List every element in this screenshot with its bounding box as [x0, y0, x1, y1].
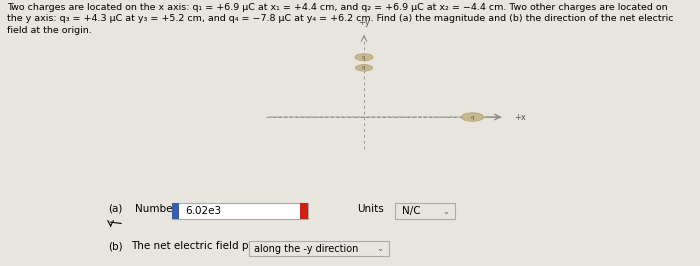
Text: q: q — [471, 115, 475, 119]
Text: 6.02e3: 6.02e3 — [185, 206, 221, 217]
Text: (b): (b) — [108, 241, 123, 251]
Text: Units: Units — [357, 204, 384, 214]
Bar — [172, 203, 308, 219]
Circle shape — [461, 113, 484, 121]
Text: ⌄: ⌄ — [442, 207, 449, 216]
Text: +x: +x — [514, 113, 526, 122]
Text: (a): (a) — [108, 204, 123, 214]
Circle shape — [355, 54, 373, 61]
Text: q: q — [363, 65, 365, 70]
Text: Number: Number — [135, 204, 177, 214]
Text: The net electric field points: The net electric field points — [131, 241, 274, 251]
Text: ⌄: ⌄ — [376, 244, 383, 253]
Bar — [248, 241, 389, 256]
Text: along the -y direction: along the -y direction — [254, 244, 358, 253]
Text: +y: +y — [358, 18, 370, 27]
Bar — [300, 203, 308, 219]
Bar — [172, 203, 179, 219]
Text: q: q — [363, 55, 365, 60]
Bar — [395, 203, 455, 219]
Text: N/C: N/C — [402, 206, 421, 217]
Circle shape — [356, 65, 372, 71]
Text: Two charges are located on the x axis: q₁ = +6.9 μC at x₁ = +4.4 cm, and q₂ = +6: Two charges are located on the x axis: q… — [7, 3, 673, 35]
